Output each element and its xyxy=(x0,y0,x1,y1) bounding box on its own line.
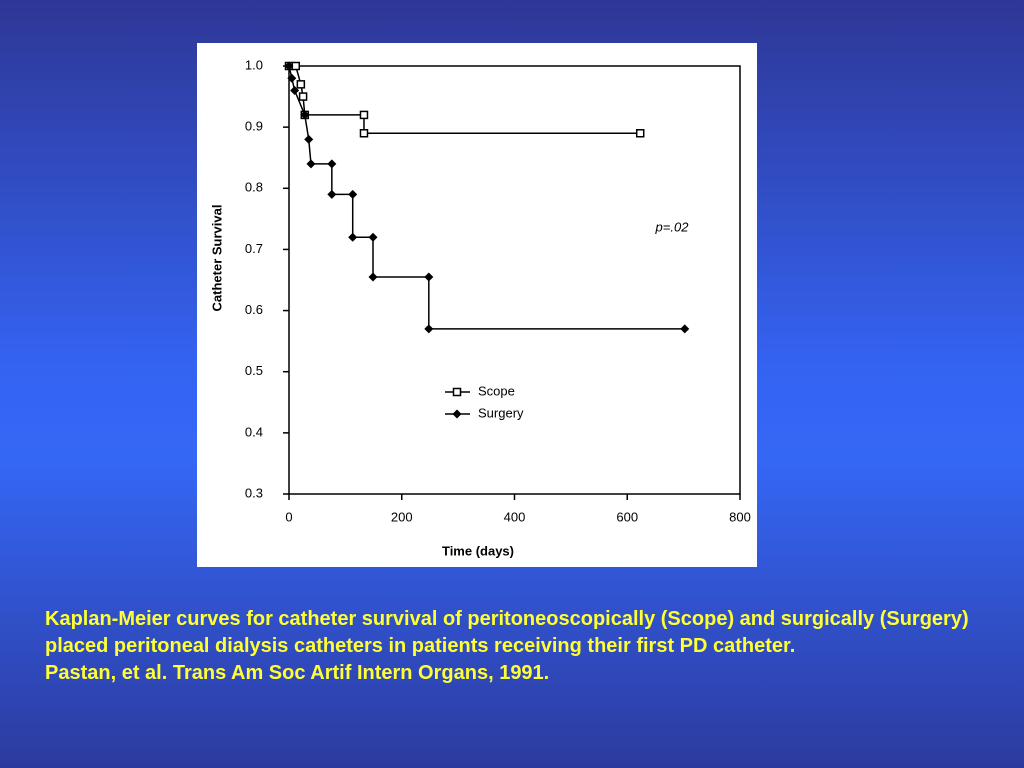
data-point xyxy=(368,272,378,282)
x-tick-label: 200 xyxy=(391,509,413,524)
data-point xyxy=(298,92,308,101)
x-tick-label: 600 xyxy=(616,509,638,524)
data-point xyxy=(287,73,297,83)
chart: Time (days) Catheter Survival p=.02 0.3 0… xyxy=(197,43,757,567)
y-tick-label: 0.7 xyxy=(245,241,263,256)
data-point xyxy=(635,129,645,138)
data-point xyxy=(304,134,314,144)
y-tick-label: 0.6 xyxy=(245,302,263,317)
data-point xyxy=(300,110,310,120)
legend-marker xyxy=(452,387,462,397)
x-tick-label: 800 xyxy=(729,509,751,524)
data-point xyxy=(424,324,434,334)
data-point xyxy=(368,232,378,242)
x-axis-label: Time (days) xyxy=(442,543,514,558)
data-point xyxy=(327,189,337,199)
y-tick-label: 0.5 xyxy=(245,363,263,378)
data-point xyxy=(359,129,369,138)
data-point xyxy=(284,61,294,71)
y-axis-label: Catheter Survival xyxy=(209,205,224,312)
annotation: p=.02 xyxy=(655,219,690,234)
data-point xyxy=(306,159,316,169)
legend-marker xyxy=(452,409,462,419)
data-point xyxy=(348,232,358,242)
legend-label: Scope xyxy=(478,383,515,398)
citation: Pastan, et al. Trans Am Soc Artif Intern… xyxy=(45,662,550,684)
caption-block: Kaplan-Meier curves for catheter surviva… xyxy=(45,606,1005,687)
x-tick-label: 0 xyxy=(285,509,292,524)
data-point xyxy=(680,324,690,334)
y-tick-label: 0.4 xyxy=(245,424,263,439)
y-tick-label: 0.8 xyxy=(245,180,263,195)
data-point xyxy=(348,189,358,199)
y-tick-label: 1.0 xyxy=(245,57,263,72)
data-point xyxy=(359,110,369,120)
y-tick-label: 0.9 xyxy=(245,119,263,134)
data-point xyxy=(424,272,434,282)
caption: Kaplan-Meier curves for catheter surviva… xyxy=(45,608,969,657)
y-tick-label: 0.3 xyxy=(245,485,263,500)
x-tick-label: 400 xyxy=(504,509,526,524)
data-point xyxy=(327,159,337,169)
chart-panel xyxy=(197,43,757,567)
legend-label: Surgery xyxy=(478,405,524,420)
data-point xyxy=(296,80,306,89)
data-point xyxy=(290,85,300,95)
